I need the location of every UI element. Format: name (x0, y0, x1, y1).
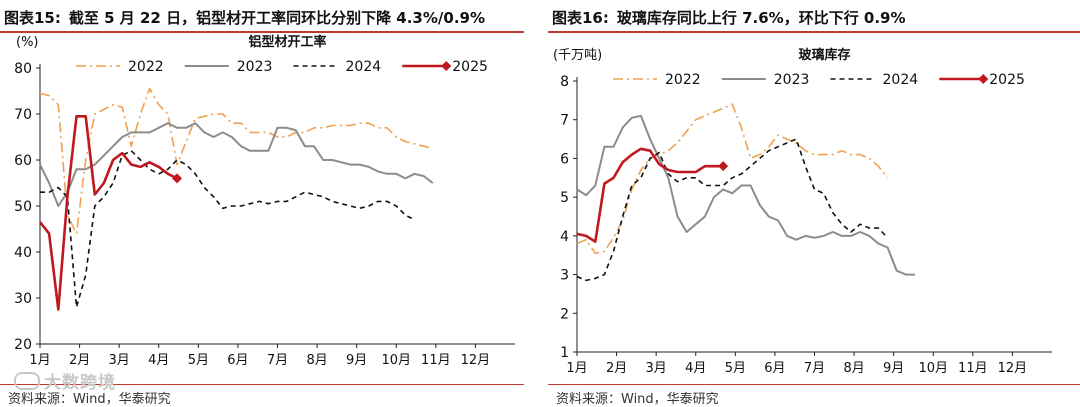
left-x-tick-label: 1月 (29, 353, 50, 368)
left-x-tick-label: 9月 (346, 353, 367, 368)
right-legend-label-2025: 2025 (989, 72, 1025, 88)
right-series-line-2022 (576, 103, 889, 255)
right-series-line-2025 (576, 147, 724, 243)
left-header-rule (0, 31, 524, 33)
left-unit-label: (%) (16, 35, 39, 50)
left-legend-label-2023: 2023 (237, 59, 273, 75)
left-legend-label-2022: 2022 (128, 59, 164, 75)
right-source-note: 资料来源：Wind，华泰研究 (556, 392, 719, 407)
left-x-tick-label: 6月 (227, 353, 248, 368)
left-x-tick-label: 10月 (381, 353, 411, 368)
left-chart-title: 铝型材开工率 (248, 34, 326, 50)
right-x-tick-label: 1月 (566, 361, 587, 376)
right-unit-label: (千万吨) (553, 48, 602, 63)
right-y-tick-label: 1 (560, 345, 569, 361)
right-series-end-marker-2025 (718, 161, 729, 172)
right-x-tick-label: 6月 (764, 361, 785, 376)
watermark-logo-icon (14, 371, 40, 390)
left-y-tick-label: 80 (14, 61, 32, 77)
right-figure-label: 图表16: (552, 8, 609, 27)
left-source-note: 资料来源：Wind，华泰研究 (8, 392, 171, 407)
watermark-text: 大数跨境 (44, 373, 116, 393)
right-y-tick-label: 6 (560, 151, 569, 167)
left-x-tick-label: 11月 (421, 353, 451, 368)
left-x-tick-label: 12月 (461, 353, 491, 368)
right-x-tick-label: 10月 (918, 361, 948, 376)
left-x-tick-label: 5月 (188, 353, 209, 368)
left-legend-marker-2025 (441, 61, 452, 71)
left-figure-label: 图表15: (4, 8, 61, 27)
right-x-tick-label: 7月 (804, 361, 825, 376)
right-y-tick-label: 7 (560, 113, 569, 129)
watermark: 大数跨境 (14, 368, 116, 393)
left-x-tick-label: 8月 (306, 353, 327, 368)
left-series-line-2022 (39, 87, 433, 235)
right-x-tick-label: 8月 (843, 361, 864, 376)
right-y-tick-label: 5 (560, 190, 569, 206)
right-series-line-2023 (576, 114, 915, 276)
right-x-tick-label: 3月 (646, 361, 667, 376)
right-x-tick-label: 4月 (685, 361, 706, 376)
left-figure-header: 图表15: 截至 5 月 22 日，铝型材开工率同环比分别下降 4.3%/0.9… (4, 4, 485, 30)
right-y-tick-label: 4 (560, 229, 569, 245)
left-series-line-2024 (40, 150, 415, 309)
right-chart-title: 玻璃库存 (798, 47, 850, 63)
left-legend-label-2024: 2024 (346, 59, 382, 75)
glass-inventory-chart: 1 2 3 4 5 6 7 8 1月 2月 3月 4月 5月 6月 7月 8月 9月 10月 11月 12月 (千万吨)… (553, 47, 1052, 376)
left-y-tick-label: 30 (14, 291, 32, 307)
left-y-tick-label: 50 (14, 199, 32, 215)
left-x-tick-label: 3月 (109, 353, 130, 368)
right-footer-rule (548, 384, 1080, 385)
left-x-tick-label: 7月 (267, 353, 288, 368)
right-legend-label-2022: 2022 (665, 72, 701, 88)
right-x-tick-label: 5月 (725, 361, 746, 376)
right-legend-label-2023: 2023 (774, 72, 810, 88)
right-y-tick-label: 3 (560, 268, 569, 284)
right-x-tick-label: 12月 (998, 361, 1028, 376)
right-y-tick-label: 2 (560, 306, 569, 322)
right-x-tick-label: 11月 (958, 361, 988, 376)
left-x-tick-label: 2月 (69, 353, 90, 368)
left-y-tick-label: 20 (14, 337, 32, 353)
right-header-rule (548, 31, 1080, 33)
right-y-tick-label: 8 (560, 74, 569, 90)
right-figure-title: 玻璃库存同比上行 7.6%，环比下行 0.9% (616, 8, 906, 27)
left-footer-rule (0, 384, 524, 385)
aluminum-profile-utilization-chart: 20 30 40 50 60 70 80 1月 2月 3月 4月 5月 6月 7月 8月 9月 10月 11月 12… (14, 34, 515, 368)
left-series-line-2025 (38, 115, 178, 311)
left-y-tick-label: 40 (14, 245, 32, 261)
right-figure-header: 图表16: 玻璃库存同比上行 7.6%，环比下行 0.9% (552, 4, 906, 30)
left-series-end-marker-2025 (172, 173, 183, 184)
right-legend-marker-2025 (978, 74, 989, 84)
left-series-line-2023 (39, 122, 434, 207)
right-x-tick-label: 2月 (606, 361, 627, 376)
left-x-tick-label: 4月 (148, 353, 169, 368)
right-series-line-2024 (576, 138, 889, 282)
left-legend-label-2025: 2025 (452, 59, 488, 75)
right-legend-label-2024: 2024 (883, 72, 919, 88)
left-y-tick-label: 70 (14, 107, 32, 123)
left-y-tick-label: 60 (14, 153, 32, 169)
right-x-tick-label: 9月 (883, 361, 904, 376)
left-figure-title: 截至 5 月 22 日，铝型材开工率同环比分别下降 4.3%/0.9% (68, 8, 485, 27)
